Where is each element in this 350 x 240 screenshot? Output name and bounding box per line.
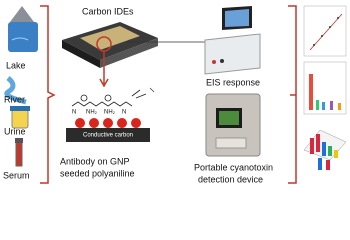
page: Lake River Urine Serum Carbon IDEs EIS r… bbox=[3, 5, 347, 185]
sample-label: Serum bbox=[3, 170, 30, 180]
analyzer-label: EIS response bbox=[206, 77, 260, 87]
sample-label: Lake bbox=[6, 60, 26, 70]
device-image bbox=[205, 93, 261, 157]
sample-label: River bbox=[4, 94, 25, 104]
nanoparticles bbox=[75, 118, 141, 128]
atom-label: NH₂ bbox=[104, 110, 116, 116]
analyzer-image bbox=[204, 6, 261, 75]
atom-label: N bbox=[72, 110, 76, 116]
caption: detection device bbox=[198, 174, 263, 184]
arrow bbox=[99, 51, 109, 88]
sample-label: Urine bbox=[4, 126, 26, 136]
result-panels bbox=[303, 5, 347, 170]
caption: Antibody on GNP bbox=[60, 156, 130, 166]
electrode-image bbox=[62, 22, 158, 68]
atom-label: N bbox=[122, 110, 126, 116]
molecule bbox=[71, 87, 155, 107]
substrate bbox=[66, 128, 150, 142]
right-bracket bbox=[288, 5, 297, 184]
sample-icons bbox=[4, 6, 38, 167]
left-bracket bbox=[40, 5, 56, 184]
caption: seeded polyaniline bbox=[60, 168, 135, 178]
electrode-title: Carbon IDEs bbox=[82, 6, 134, 16]
atom-label: NH₂ bbox=[86, 110, 98, 116]
substrate-label: Conductive carbon bbox=[83, 133, 133, 139]
caption: Portable cyanotoxin bbox=[194, 162, 273, 172]
graphical-abstract: Lake River Urine Serum Carbon IDEs EIS r… bbox=[3, 5, 347, 184]
